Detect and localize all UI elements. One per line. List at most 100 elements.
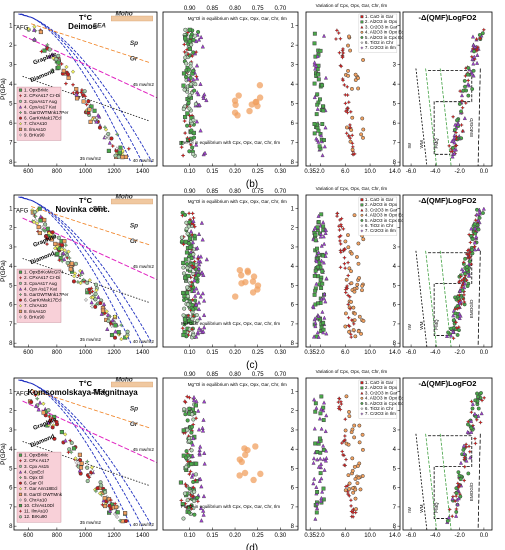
data-point <box>360 288 364 293</box>
data-point <box>180 502 185 507</box>
top-tick-label: 0.70 <box>275 189 287 195</box>
x-tick-label: 0.25 <box>252 350 264 356</box>
data-point <box>188 245 193 250</box>
x-tick-label: 0.35 <box>304 169 316 175</box>
data-point <box>36 224 41 230</box>
data-point <box>191 252 196 257</box>
data-point <box>468 455 473 460</box>
data-point <box>183 275 188 280</box>
reference-curve <box>425 250 437 348</box>
data-point <box>194 302 199 307</box>
data-point <box>180 153 186 158</box>
data-point <box>47 231 52 236</box>
data-point <box>32 36 37 42</box>
data-point <box>189 53 195 59</box>
data-point <box>361 318 366 323</box>
data-point <box>196 290 201 295</box>
y-tick-label: 3 <box>291 63 295 69</box>
legend-marker <box>360 407 364 411</box>
variation-chart: 0.352.06.010.014.012345678Variation of C… <box>304 3 404 175</box>
x-tick-label: -6.0 <box>406 350 417 356</box>
data-point <box>463 84 467 89</box>
data-point <box>357 423 362 428</box>
data-point <box>321 234 326 239</box>
data-point <box>194 313 199 318</box>
data-point <box>74 87 79 92</box>
data-point <box>349 251 354 256</box>
data-point <box>238 458 245 466</box>
data-point <box>470 56 475 61</box>
data-point <box>50 230 55 235</box>
data-point <box>202 450 207 455</box>
legend-entry: 3. CpxAs17 Aug <box>24 281 57 286</box>
data-point <box>323 428 328 433</box>
data-point <box>313 324 318 329</box>
x-tick-label: 800 <box>52 350 63 356</box>
x-tick-label: 6.0 <box>341 350 350 356</box>
data-point <box>461 478 467 483</box>
data-point <box>350 456 355 461</box>
data-point <box>457 102 462 106</box>
y-tick-label: 7 <box>9 505 13 511</box>
data-point <box>74 96 80 101</box>
data-point <box>450 138 455 144</box>
data-point <box>322 315 327 320</box>
legend-entry: 8. IlmAs10 <box>24 309 46 314</box>
data-point <box>189 461 194 467</box>
data-point <box>337 396 342 402</box>
data-point <box>472 436 478 441</box>
data-point <box>87 287 92 292</box>
data-point <box>69 261 74 266</box>
data-point <box>337 238 343 244</box>
data-point <box>321 296 326 301</box>
data-point <box>343 108 349 114</box>
legend-marker <box>18 287 23 291</box>
data-point <box>458 460 463 465</box>
legend-entry: 2. CPxAs17 Cr-Di <box>24 275 60 280</box>
data-point <box>37 400 43 405</box>
data-point <box>356 261 361 266</box>
data-point <box>183 27 188 32</box>
data-point <box>200 237 205 242</box>
data-point <box>106 318 111 323</box>
data-point <box>36 407 41 412</box>
y-tick-label: 5 <box>291 283 295 289</box>
data-point <box>312 122 317 126</box>
data-point <box>316 213 321 218</box>
data-point <box>194 334 199 339</box>
data-point <box>193 49 199 55</box>
data-point <box>359 331 364 336</box>
data-point <box>69 440 74 445</box>
data-point <box>90 295 95 300</box>
legend-marker <box>18 475 23 480</box>
data-point <box>62 239 67 244</box>
data-point <box>61 250 66 256</box>
reference-curve <box>415 433 428 531</box>
data-point <box>315 225 320 230</box>
data-point <box>350 468 355 473</box>
data-point <box>185 302 190 307</box>
data-point <box>193 293 198 298</box>
data-point <box>459 122 464 128</box>
data-point <box>476 227 481 232</box>
data-point <box>102 310 108 316</box>
data-point <box>178 480 183 485</box>
data-point <box>313 268 318 273</box>
data-point <box>445 518 450 523</box>
data-point <box>452 147 457 152</box>
data-point <box>450 496 455 501</box>
data-point <box>182 212 188 217</box>
data-point <box>312 273 317 278</box>
legend-marker <box>360 20 364 24</box>
data-point <box>348 503 354 509</box>
x-tick-label: 1000 <box>79 350 93 356</box>
sea-label: SEA <box>93 205 107 212</box>
graphite-diamond-line <box>22 258 150 304</box>
legend-entry: 4. Cpx As17 Kat <box>24 286 58 291</box>
data-point <box>456 122 461 127</box>
legend-entry: 3. Cr2O3 in Gar <box>365 24 398 29</box>
data-point <box>453 493 459 499</box>
x-tick-label: -2.0 <box>454 350 465 356</box>
data-point <box>314 510 319 515</box>
x-tick-label: 0.35 <box>304 533 316 539</box>
